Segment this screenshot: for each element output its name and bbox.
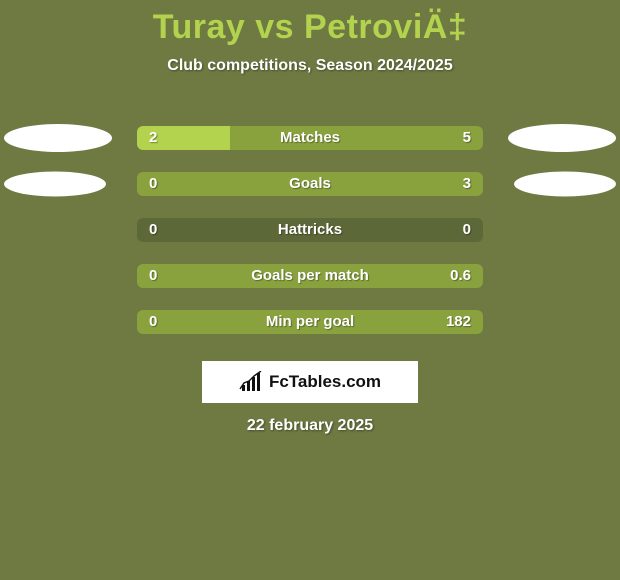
page-title: Turay vs PetroviÄ‡ xyxy=(0,8,620,47)
right-marker-ellipse xyxy=(508,124,616,152)
subtitle: Club competitions, Season 2024/2025 xyxy=(0,57,620,75)
stat-row: 25Matches xyxy=(0,115,620,161)
content-wrapper: Turay vs PetroviÄ‡ Club competitions, Se… xyxy=(0,0,620,435)
stat-label: Goals xyxy=(137,172,483,196)
stat-row: 00.6Goals per match xyxy=(0,253,620,299)
left-marker-ellipse xyxy=(4,172,106,197)
stat-label: Hattricks xyxy=(137,218,483,242)
bar-track: 25Matches xyxy=(137,126,483,150)
bar-track: 00Hattricks xyxy=(137,218,483,242)
date-text: 22 february 2025 xyxy=(0,417,620,435)
bar-track: 00.6Goals per match xyxy=(137,264,483,288)
brand-box[interactable]: FcTables.com xyxy=(202,361,418,403)
bar-track: 03Goals xyxy=(137,172,483,196)
stat-rows: 25Matches 03Goals 00Hattricks 00.6Goals per… xyxy=(0,115,620,345)
stat-row: 00Hattricks xyxy=(0,207,620,253)
brand-text: FcTables.com xyxy=(269,372,381,392)
stat-label: Goals per match xyxy=(137,264,483,288)
right-marker-ellipse xyxy=(514,172,616,197)
stat-row: 03Goals xyxy=(0,161,620,207)
bar-chart-icon xyxy=(239,371,265,393)
stat-row: 0182Min per goal xyxy=(0,299,620,345)
left-marker-ellipse xyxy=(4,124,112,152)
stat-label: Min per goal xyxy=(137,310,483,334)
bar-track: 0182Min per goal xyxy=(137,310,483,334)
stat-label: Matches xyxy=(137,126,483,150)
brand-inner: FcTables.com xyxy=(239,371,381,393)
